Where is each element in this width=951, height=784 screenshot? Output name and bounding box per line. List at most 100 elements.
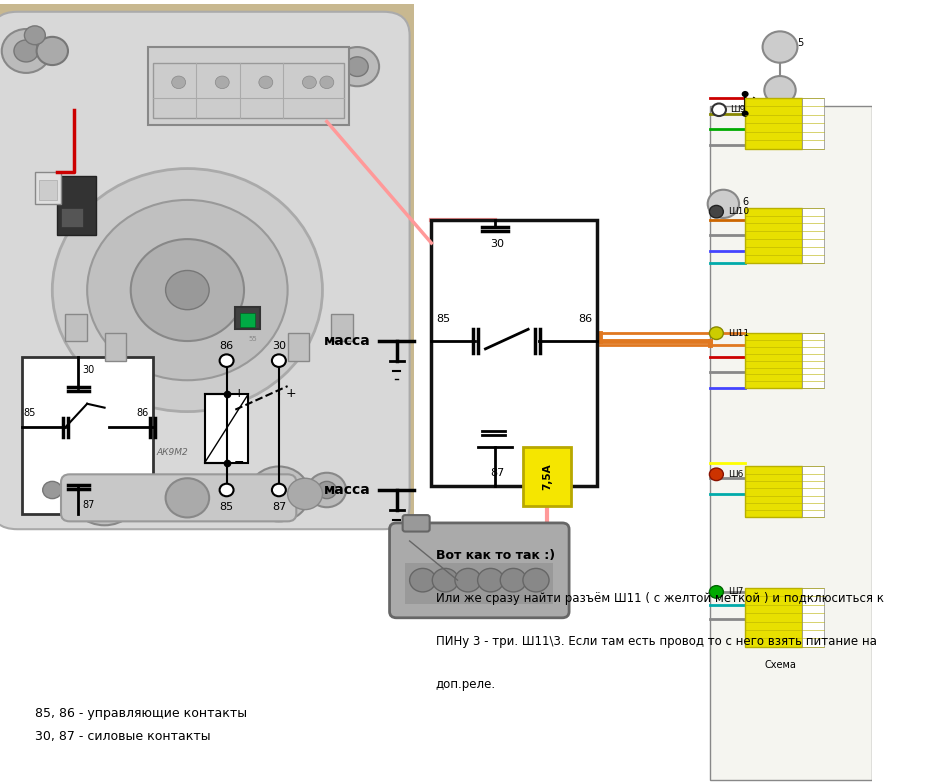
FancyBboxPatch shape bbox=[61, 474, 297, 521]
Circle shape bbox=[709, 205, 724, 218]
Circle shape bbox=[33, 473, 71, 507]
Text: +: + bbox=[286, 387, 297, 401]
FancyBboxPatch shape bbox=[402, 515, 430, 532]
FancyBboxPatch shape bbox=[0, 12, 410, 529]
Bar bbox=[105, 333, 126, 361]
Circle shape bbox=[87, 200, 287, 380]
Circle shape bbox=[165, 478, 209, 517]
Bar bbox=[35, 172, 61, 204]
Text: АК9М2: АК9М2 bbox=[157, 448, 188, 457]
FancyBboxPatch shape bbox=[390, 523, 569, 618]
Text: 87: 87 bbox=[272, 502, 286, 512]
Circle shape bbox=[410, 568, 436, 592]
Bar bbox=[0, 4, 414, 525]
Bar bbox=[802, 588, 824, 647]
Circle shape bbox=[500, 568, 527, 592]
Bar bbox=[746, 466, 802, 517]
Text: 55: 55 bbox=[248, 336, 257, 342]
Text: Ш7: Ш7 bbox=[728, 587, 743, 597]
Bar bbox=[57, 176, 96, 235]
Circle shape bbox=[14, 40, 38, 62]
Bar bbox=[152, 63, 344, 118]
Circle shape bbox=[165, 270, 209, 310]
Text: 86: 86 bbox=[220, 341, 234, 351]
Circle shape bbox=[248, 466, 309, 521]
Bar bbox=[204, 394, 248, 463]
Text: 86: 86 bbox=[578, 314, 592, 324]
Bar bbox=[802, 333, 824, 388]
Bar bbox=[746, 588, 802, 647]
Text: Или же сразу найти разъём Ш11 ( с желтой меткой ) и подклюситься к: Или же сразу найти разъём Ш11 ( с желтой… bbox=[436, 592, 883, 605]
Text: ПИНу 3 - три. Ш11\3. Если там есть провод то с него взять питание на: ПИНу 3 - три. Ш11\3. Если там есть прово… bbox=[436, 635, 877, 648]
Circle shape bbox=[172, 76, 185, 89]
Circle shape bbox=[742, 91, 748, 97]
Circle shape bbox=[69, 463, 140, 525]
Text: 7,5А: 7,5А bbox=[542, 463, 553, 490]
Circle shape bbox=[272, 354, 286, 367]
Bar bbox=[331, 314, 353, 341]
Bar bbox=[746, 333, 802, 388]
Bar bbox=[802, 98, 824, 149]
Circle shape bbox=[336, 47, 379, 86]
Circle shape bbox=[25, 26, 46, 45]
Text: 30: 30 bbox=[272, 341, 286, 351]
Circle shape bbox=[477, 568, 504, 592]
Bar bbox=[746, 208, 802, 263]
Circle shape bbox=[2, 29, 50, 73]
Circle shape bbox=[742, 111, 748, 117]
Text: масса: масса bbox=[323, 483, 370, 497]
Circle shape bbox=[302, 76, 317, 89]
Circle shape bbox=[307, 473, 346, 507]
Text: 30, 87 - силовые контакты: 30, 87 - силовые контакты bbox=[35, 731, 210, 743]
Circle shape bbox=[318, 481, 337, 499]
Circle shape bbox=[43, 481, 62, 499]
Circle shape bbox=[523, 568, 549, 592]
Text: 30: 30 bbox=[83, 365, 95, 375]
Text: −: − bbox=[234, 456, 244, 469]
Text: Вот как то так :): Вот как то так :) bbox=[436, 549, 554, 562]
Circle shape bbox=[712, 103, 726, 116]
Text: 87: 87 bbox=[491, 468, 505, 478]
Circle shape bbox=[130, 239, 244, 341]
Circle shape bbox=[763, 31, 798, 63]
Bar bbox=[61, 208, 83, 227]
Text: Ш6: Ш6 bbox=[728, 470, 743, 479]
Text: 6: 6 bbox=[743, 198, 748, 207]
Circle shape bbox=[320, 76, 334, 89]
Circle shape bbox=[220, 484, 234, 496]
Bar bbox=[287, 333, 309, 361]
Circle shape bbox=[36, 37, 68, 65]
Bar bbox=[235, 307, 260, 329]
Bar bbox=[66, 314, 87, 341]
Bar bbox=[240, 313, 256, 327]
Bar bbox=[746, 98, 802, 149]
Circle shape bbox=[287, 478, 322, 510]
Circle shape bbox=[709, 468, 724, 481]
Text: масса: масса bbox=[323, 334, 370, 348]
Text: 85: 85 bbox=[436, 314, 450, 324]
Bar bbox=[802, 466, 824, 517]
Text: 87: 87 bbox=[83, 499, 95, 510]
Text: Ш11: Ш11 bbox=[728, 328, 748, 338]
Circle shape bbox=[708, 190, 739, 218]
Text: 85: 85 bbox=[220, 502, 234, 512]
Circle shape bbox=[215, 76, 229, 89]
Text: доп.реле.: доп.реле. bbox=[436, 678, 495, 691]
Circle shape bbox=[52, 169, 322, 412]
Circle shape bbox=[272, 484, 286, 496]
Circle shape bbox=[709, 327, 724, 339]
Text: Ш9: Ш9 bbox=[730, 105, 746, 114]
Bar bbox=[432, 220, 597, 486]
Bar bbox=[802, 208, 824, 263]
Bar bbox=[22, 357, 152, 514]
Text: 86: 86 bbox=[137, 408, 149, 418]
Circle shape bbox=[765, 76, 796, 104]
Text: Ш10: Ш10 bbox=[728, 207, 748, 216]
Text: 85, 86 - управляющие контакты: 85, 86 - управляющие контакты bbox=[35, 707, 247, 720]
Text: 30: 30 bbox=[491, 239, 505, 249]
Bar bbox=[148, 47, 349, 125]
Bar bbox=[710, 106, 871, 780]
Bar bbox=[405, 563, 553, 604]
Circle shape bbox=[259, 76, 273, 89]
Text: 85: 85 bbox=[24, 408, 36, 418]
